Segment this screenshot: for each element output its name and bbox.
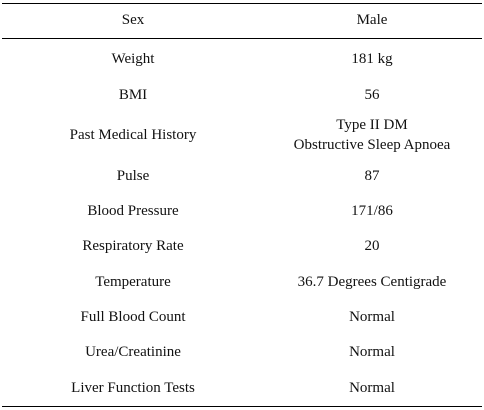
label-cell: Pulse: [116, 168, 150, 184]
value-cell: 56: [364, 87, 380, 103]
value-cell: Normal: [349, 344, 395, 360]
label-cell: Full Blood Count: [80, 309, 186, 325]
label-cell: Temperature: [95, 274, 171, 290]
label-cell: Past Medical History: [69, 127, 197, 143]
label-cell: Blood Pressure: [87, 203, 179, 219]
value-cell: 36.7 Degrees Centigrade: [297, 274, 447, 290]
label-cell: BMI: [118, 87, 148, 103]
top-rule: [2, 3, 482, 4]
value-cell: 171/86: [351, 203, 393, 219]
label-cell: Respiratory Rate: [82, 238, 184, 254]
value-cell: 87: [364, 168, 380, 184]
bottom-rule: [2, 406, 482, 407]
header-cell: Sex: [121, 12, 145, 28]
label-cell: Liver Function Tests: [71, 380, 195, 396]
label-cell: Urea/Creatinine: [85, 344, 181, 360]
value-cell: 20: [364, 238, 380, 254]
label-cell: Weight: [111, 51, 155, 67]
value-line: Obstructive Sleep Apnoea: [293, 137, 451, 153]
value-cell: Normal: [349, 380, 395, 396]
value-cell: 181 kg: [351, 51, 393, 67]
value-line: Type II DM: [336, 117, 408, 133]
header-cell: Male: [356, 12, 388, 28]
value-cell: Normal: [349, 309, 395, 325]
header-rule: [2, 38, 482, 39]
